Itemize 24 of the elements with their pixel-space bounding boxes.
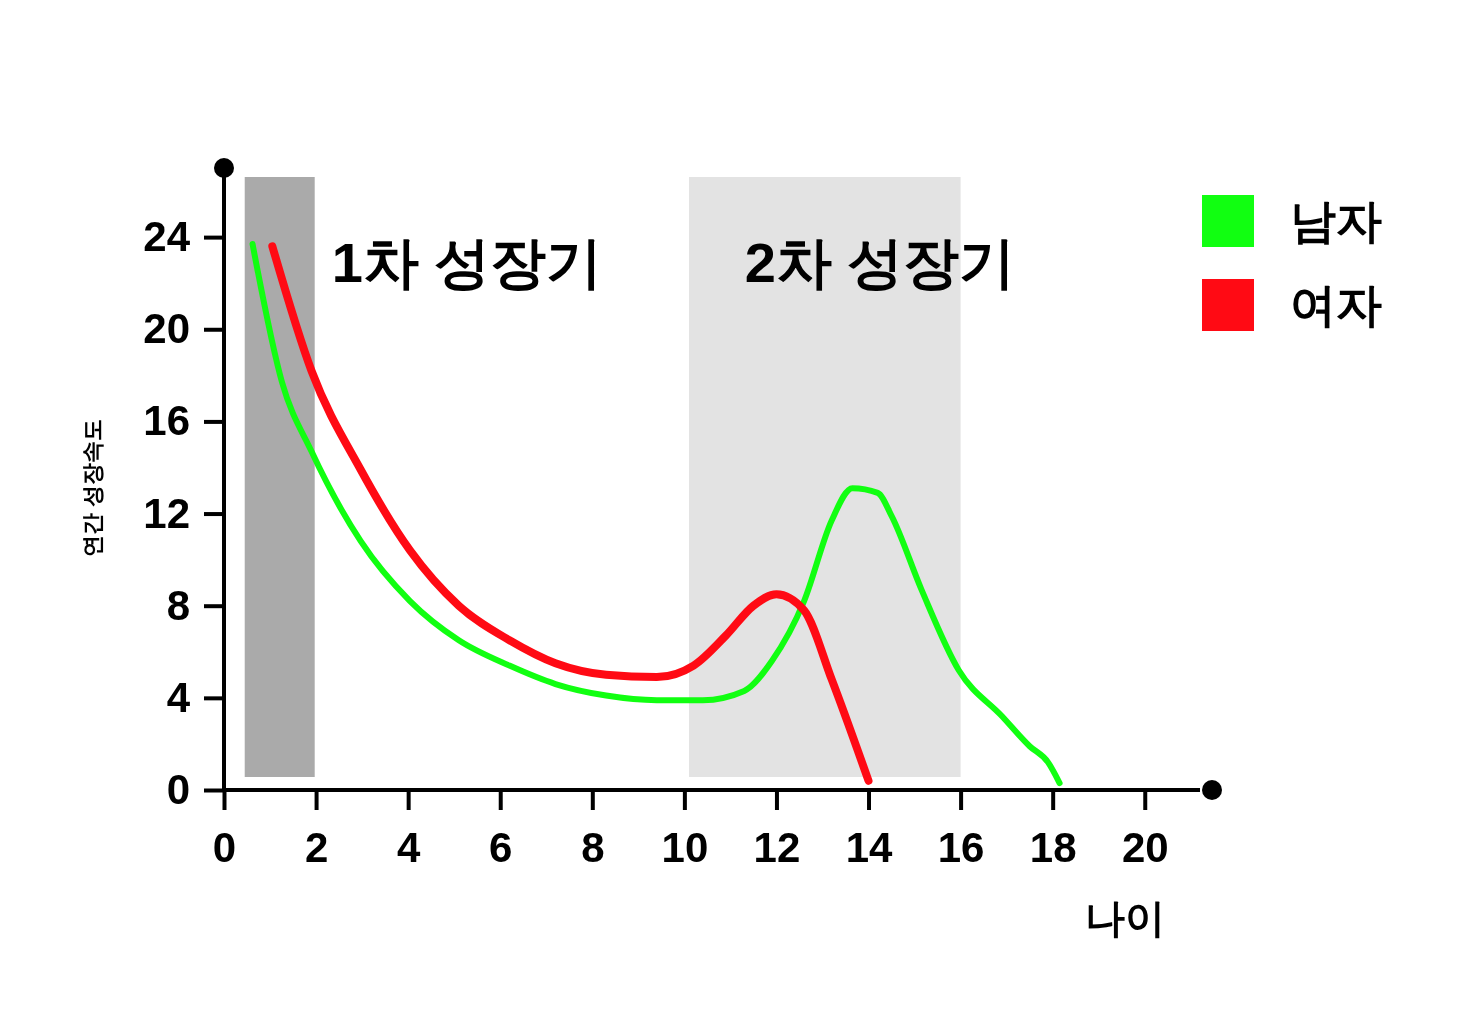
y-tick-label: 12 [143, 489, 190, 537]
legend-label: 여자 [1290, 279, 1382, 331]
y-tick-label: 24 [143, 213, 191, 261]
legend-label: 남자 [1290, 195, 1382, 247]
x-tick-label: 20 [1121, 823, 1169, 871]
x-tick-label: 12 [753, 823, 801, 871]
x-tick-label: 8 [581, 823, 605, 871]
x-tick-label: 4 [396, 823, 421, 871]
x-tick-label: 18 [1029, 823, 1077, 871]
annotation: 2차 성장기 [744, 231, 1016, 294]
y-tick-label: 0 [166, 765, 190, 813]
y-axis-title: 연간 성장속도 [80, 418, 105, 558]
x-tick-label: 16 [937, 823, 985, 871]
x-tick-label: 2 [304, 823, 329, 871]
y-tick-label: 4 [166, 673, 191, 721]
x-tick-label: 14 [845, 823, 894, 871]
y-tick-label: 16 [143, 397, 190, 445]
x-tick-label: 0 [212, 823, 237, 871]
x-axis-title: 나이 [1085, 896, 1165, 940]
y-tick-label: 20 [143, 305, 190, 353]
annotation: 1차 성장기 [331, 231, 603, 294]
x-tick-label: 6 [489, 823, 513, 871]
y-tick-label: 8 [166, 581, 190, 629]
x-tick-label: 10 [661, 823, 709, 871]
